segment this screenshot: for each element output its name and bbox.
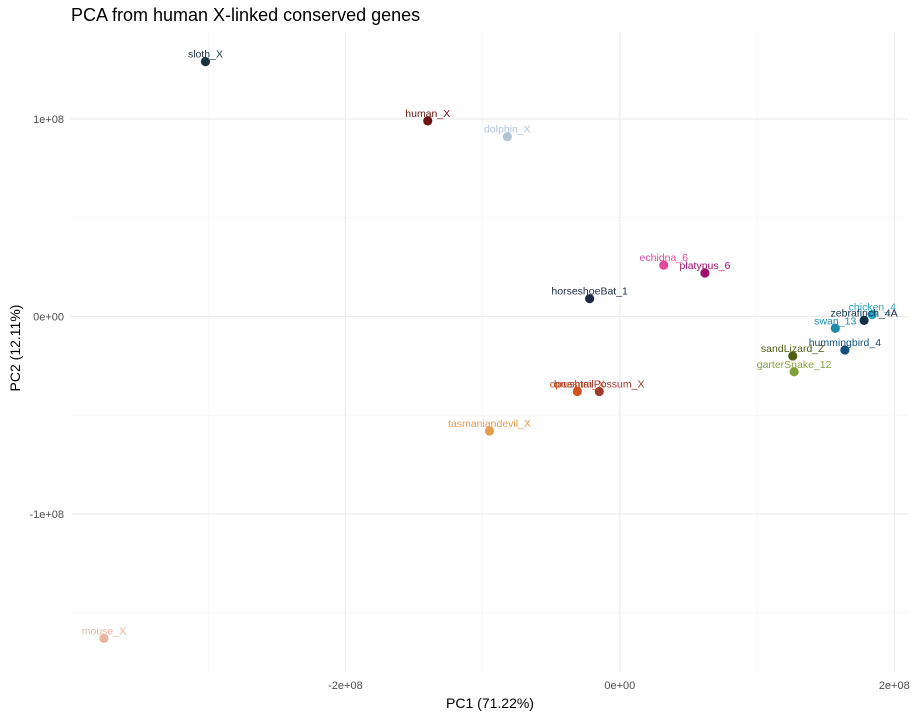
point-label: tasmaniandevil_X (448, 418, 531, 430)
point-label: dolphin_X (484, 124, 531, 136)
y-tick-label: -1e+08 (29, 509, 64, 521)
data-point (659, 260, 669, 270)
point-label: echidna_6 (640, 252, 689, 264)
tick-labels: -2e+08 0e+00 2e+08 -1e+08 0e+00 1e+08 (29, 114, 909, 692)
data-point (789, 367, 799, 377)
point-label: sandLizard_Z (761, 343, 825, 355)
data-point (859, 315, 869, 325)
data-point (200, 57, 211, 67)
data-point (867, 309, 877, 320)
point-label: human_X (405, 108, 450, 120)
point-label: platypus_6 (680, 260, 731, 272)
data-point (502, 132, 512, 142)
point-label: horseshoeBat_1 (551, 286, 628, 298)
point-label: hummingbird_4 (809, 337, 882, 349)
chart-title: PCA from human X-linked conserved genes (71, 5, 421, 25)
data-points (99, 57, 877, 644)
data-point (572, 386, 582, 397)
data-point (840, 345, 850, 355)
point-label: garterSnake_12 (757, 359, 832, 371)
x-tick-label: 0e+00 (604, 680, 635, 692)
point-label: brushtailPossum_X (554, 379, 644, 391)
data-point (594, 386, 604, 397)
y-axis-title: PC2 (12.11%) (7, 305, 23, 392)
y-tick-label: 1e+08 (33, 114, 64, 126)
x-tick-label: -2e+08 (328, 680, 363, 692)
x-tick-label: 2e+08 (879, 680, 910, 692)
data-point (830, 323, 840, 333)
point-labels: sloth_X human_X dolphin_X echidna_6platypus… (82, 49, 898, 638)
data-point (700, 268, 710, 278)
point-label: sloth_X (188, 49, 223, 61)
x-axis-title: PC1 (71.22%) (446, 695, 534, 711)
point-label: opossum_X (550, 379, 605, 391)
data-point (585, 294, 595, 304)
point-label: chicken_4 (849, 301, 896, 313)
point-label: swan_13 (814, 315, 856, 327)
grid (71, 32, 908, 672)
point-label: zebrafinch_4A (831, 307, 898, 319)
data-point (99, 633, 109, 644)
y-tick-label: 0e+00 (33, 311, 64, 323)
data-point (788, 351, 798, 361)
data-point (423, 116, 433, 126)
point-label: mouse_X (82, 625, 126, 637)
data-point (484, 426, 495, 436)
